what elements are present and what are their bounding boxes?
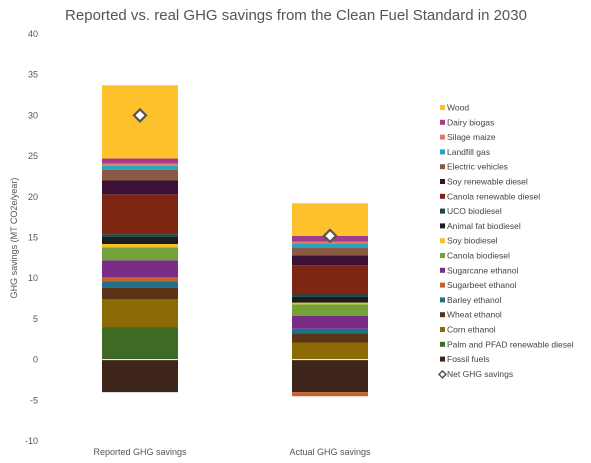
legend-label-uco-biodiesel: UCO biodiesel — [447, 206, 502, 216]
y-tick-label: 10 — [28, 273, 38, 283]
legend-label-soy-renewable-diesel: Soy renewable diesel — [447, 177, 528, 187]
bar-segment-animal-fat-biodiesel — [102, 236, 178, 245]
bar-segment-silage-maize — [102, 163, 178, 166]
y-tick-label: 30 — [28, 110, 38, 120]
bar-segment-soy-biodiesel — [292, 302, 368, 305]
bar-segment-landfill-gas — [102, 165, 178, 170]
bar-segment-sugarbeet-ethanol — [292, 392, 368, 397]
legend-label-wheat-ethanol: Wheat ethanol — [447, 310, 502, 320]
y-tick-label: 15 — [28, 233, 38, 243]
legend-label-electric-vehicles: Electric vehicles — [447, 162, 508, 172]
legend-swatch-canola-biodiesel — [440, 253, 445, 258]
legend-label-landfill-gas: Landfill gas — [447, 147, 490, 157]
net-savings-marker — [322, 228, 338, 244]
bar-segment-uco-biodiesel — [102, 234, 178, 237]
legend-label-corn-ethanol: Corn ethanol — [447, 325, 496, 335]
legend-label-canola-biodiesel: Canola biodiesel — [447, 251, 510, 261]
legend-swatch-barley-ethanol — [440, 297, 445, 303]
net-savings-marker — [132, 107, 148, 123]
legend-swatch-palm-and-pfad-renewable-diesel — [440, 341, 445, 347]
legend-swatch-sugarcane-ethanol — [440, 267, 445, 273]
bar-segment-animal-fat-biodiesel — [292, 296, 368, 303]
bar-segment-uco-biodiesel — [292, 294, 368, 297]
legend-swatch-canola-renewable-diesel — [440, 193, 445, 199]
bar-segment-canola-biodiesel — [292, 304, 368, 316]
legend-swatch-sugarbeet-ethanol — [440, 282, 445, 288]
y-tick-label: 40 — [28, 29, 38, 39]
bar-segment-fossil-fuels — [292, 359, 368, 393]
bar-segment-soy-renewable-diesel — [102, 180, 178, 195]
legend-label-palm-and-pfad-renewable-diesel: Palm and PFAD renewable diesel — [447, 339, 574, 349]
legend: Wood Dairy biogas Silage maize Landfill gas… — [437, 103, 574, 379]
bar-segment-sugarbeet-ethanol — [102, 277, 178, 282]
bar-segment-canola-biodiesel — [102, 247, 178, 261]
bar-segment-canola-renewable-diesel — [102, 194, 178, 235]
bar-segment-barley-ethanol — [292, 328, 368, 334]
bar-segment-fossil-fuels — [102, 359, 178, 393]
bar-segment-sugarcane-ethanol — [292, 315, 368, 329]
bar-segment-dairy-biogas — [102, 158, 178, 164]
y-tick-label: 35 — [28, 70, 38, 80]
y-tick-label: 20 — [28, 192, 38, 202]
legend-swatch-electric-vehicles — [440, 164, 445, 170]
bars-group — [44, 85, 436, 397]
legend-label-sugarcane-ethanol: Sugarcane ethanol — [447, 265, 518, 275]
y-tick-label: 25 — [28, 151, 38, 161]
bar-segment-soy-renewable-diesel — [292, 255, 368, 266]
y-tick-label: -10 — [25, 436, 38, 446]
legend-swatch-fossil-fuels — [440, 356, 445, 362]
bar-segment-sugarcane-ethanol — [102, 260, 178, 278]
net-markers — [132, 107, 338, 244]
x-axis-ticks: Reported GHG savings Actual GHG savings — [93, 447, 371, 457]
legend-label-wood: Wood — [447, 103, 469, 113]
y-tick-label: -5 — [30, 395, 38, 405]
legend-label-net-ghg-savings: Net GHG savings — [447, 369, 513, 379]
bar-segment-wheat-ethanol — [292, 333, 368, 343]
bar-segment-corn-ethanol — [102, 299, 178, 328]
y-tick-label: 0 — [33, 355, 38, 365]
legend-label-fossil-fuels: Fossil fuels — [447, 354, 490, 364]
legend-label-dairy-biogas: Dairy biogas — [447, 117, 494, 127]
legend-swatch-wood — [440, 105, 445, 110]
legend-swatch-dairy-biogas — [440, 119, 445, 125]
legend-swatch-soy-renewable-diesel — [440, 179, 445, 184]
x-tick-label: Reported GHG savings — [93, 447, 187, 457]
bar-segment-palm-and-pfad-renewable-diesel — [102, 327, 178, 360]
legend-swatch-animal-fat-biodiesel — [440, 223, 445, 229]
bar-segment-electric-vehicles — [102, 169, 178, 181]
legend-swatch-silage-maize — [440, 134, 445, 140]
y-axis-ticks: -10 -5 0 5 10 15 20 25 30 35 40 — [25, 29, 38, 446]
legend-label-barley-ethanol: Barley ethanol — [447, 295, 501, 305]
bar-segment-soy-biodiesel — [102, 244, 178, 248]
chart-title: Reported vs. real GHG savings from the C… — [65, 7, 527, 24]
legend-label-animal-fat-biodiesel: Animal fat biodiesel — [447, 221, 521, 231]
legend-swatch-corn-ethanol — [440, 327, 445, 332]
bar-segment-electric-vehicles — [292, 247, 368, 256]
legend-swatch-net-ghg-savings — [437, 369, 448, 379]
legend-swatch-soy-biodiesel — [440, 238, 445, 244]
legend-swatch-uco-biodiesel — [440, 208, 445, 214]
legend-label-silage-maize: Silage maize — [447, 132, 496, 142]
bar-segment-wheat-ethanol — [102, 287, 178, 300]
legend-label-soy-biodiesel: Soy biodiesel — [447, 236, 498, 246]
bar-segment-corn-ethanol — [292, 342, 368, 360]
bar-segment-barley-ethanol — [102, 281, 178, 288]
x-tick-label: Actual GHG savings — [289, 447, 371, 457]
legend-label-sugarbeet-ethanol: Sugarbeet ethanol — [447, 280, 517, 290]
legend-swatch-wheat-ethanol — [440, 312, 445, 318]
bar-segment-canola-renewable-diesel — [292, 265, 368, 295]
y-axis-title: GHG savings (MT CO2e/year) — [9, 178, 19, 299]
bar-segment-landfill-gas — [292, 243, 368, 248]
y-tick-label: 5 — [33, 314, 38, 324]
legend-swatch-landfill-gas — [440, 149, 445, 155]
legend-label-canola-renewable-diesel: Canola renewable diesel — [447, 191, 540, 201]
